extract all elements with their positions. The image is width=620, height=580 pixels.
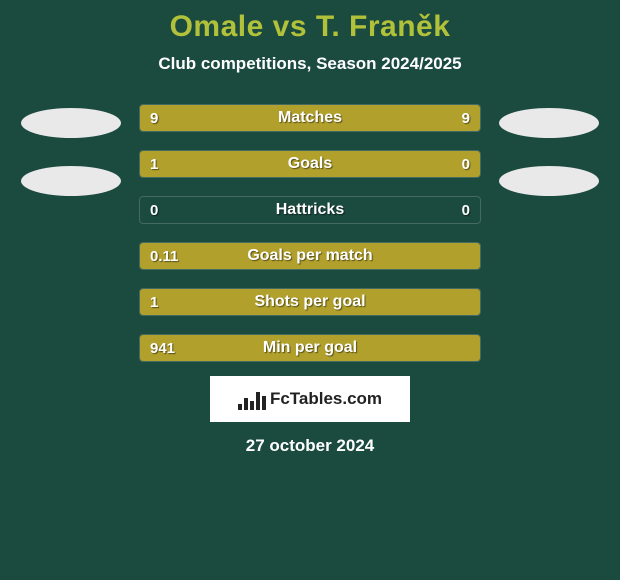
stat-bar: 1Goals0	[139, 150, 481, 178]
stat-label: Hattricks	[140, 197, 480, 223]
stat-value-right: 9	[462, 105, 470, 131]
page-title: Omale vs T. Franěk	[0, 0, 620, 44]
right-avatar-col	[499, 104, 599, 196]
left-avatar-2	[21, 166, 121, 196]
stat-bar: 0.11Goals per match	[139, 242, 481, 270]
stat-label: Goals	[140, 151, 480, 177]
stat-bar: 0Hattricks0	[139, 196, 481, 224]
watermark-text: FcTables.com	[270, 389, 382, 409]
stat-label: Goals per match	[140, 243, 480, 269]
stat-label: Min per goal	[140, 335, 480, 361]
right-avatar-2	[499, 166, 599, 196]
left-avatar-col	[21, 104, 121, 196]
fctables-logo-icon	[238, 388, 266, 410]
stats-panel: 9Matches91Goals00Hattricks00.11Goals per…	[0, 104, 620, 362]
stat-bars: 9Matches91Goals00Hattricks00.11Goals per…	[139, 104, 481, 362]
stat-label: Shots per goal	[140, 289, 480, 315]
date-label: 27 october 2024	[0, 436, 620, 456]
subtitle: Club competitions, Season 2024/2025	[0, 54, 620, 74]
stat-label: Matches	[140, 105, 480, 131]
stat-value-right: 0	[462, 151, 470, 177]
watermark: FcTables.com	[210, 376, 410, 422]
right-avatar-1	[499, 108, 599, 138]
stat-bar: 9Matches9	[139, 104, 481, 132]
stat-bar: 1Shots per goal	[139, 288, 481, 316]
stat-bar: 941Min per goal	[139, 334, 481, 362]
stat-value-right: 0	[462, 197, 470, 223]
left-avatar-1	[21, 108, 121, 138]
